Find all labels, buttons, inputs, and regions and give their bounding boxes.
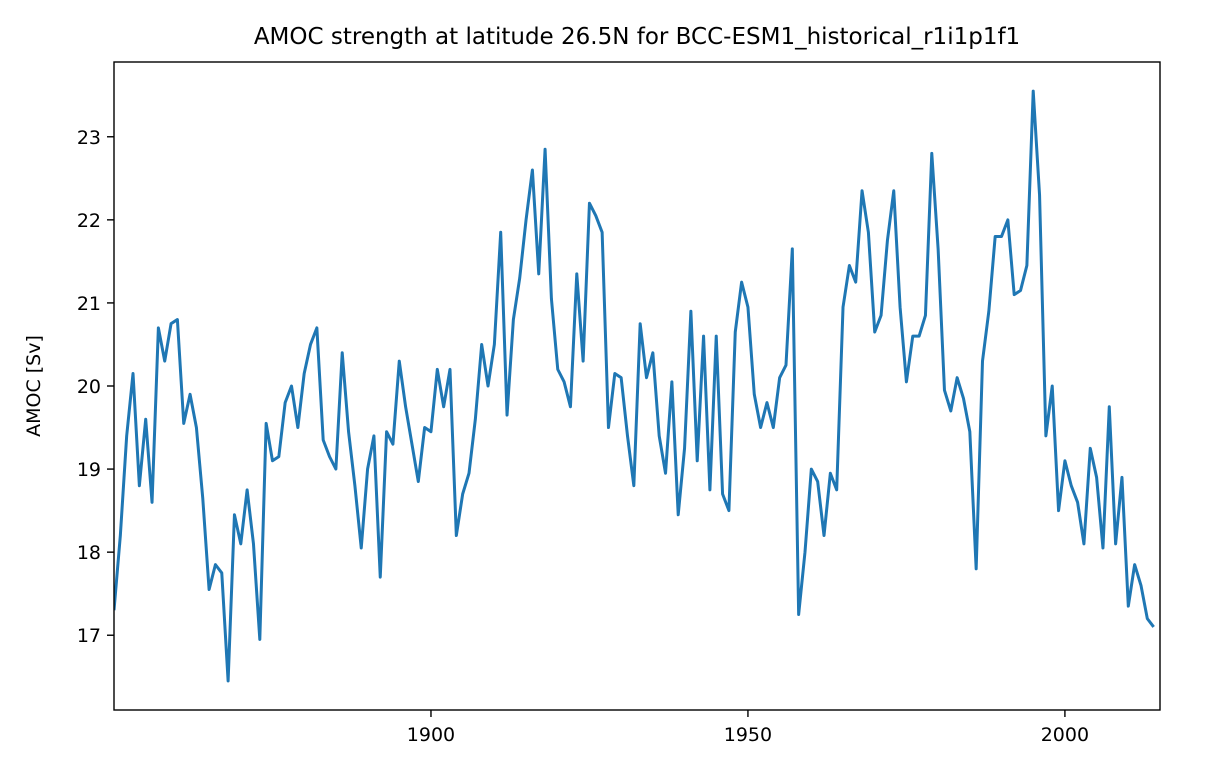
x-tick-label: 1950 [724, 724, 772, 746]
x-axis: 1900 1950 2000 [407, 710, 1089, 746]
y-tick-label: 17 [77, 625, 101, 647]
y-tick-label: 22 [77, 210, 101, 232]
x-tick-label: 2000 [1041, 724, 1089, 746]
y-tick-label: 21 [77, 293, 101, 315]
y-tick-label: 20 [77, 376, 101, 398]
data-line-series [114, 89, 1155, 683]
plot-area [113, 61, 1161, 711]
chart-title: AMOC strength at latitude 26.5N for BCC-… [254, 24, 1020, 50]
y-axis: 17 18 19 20 21 22 23 [77, 127, 114, 647]
y-axis-label: AMOC [Sv] [23, 335, 45, 437]
y-tick-label: 18 [77, 542, 101, 564]
y-tick-label: 19 [77, 459, 101, 481]
x-tick-label: 1900 [407, 724, 455, 746]
y-tick-label: 23 [77, 127, 101, 149]
